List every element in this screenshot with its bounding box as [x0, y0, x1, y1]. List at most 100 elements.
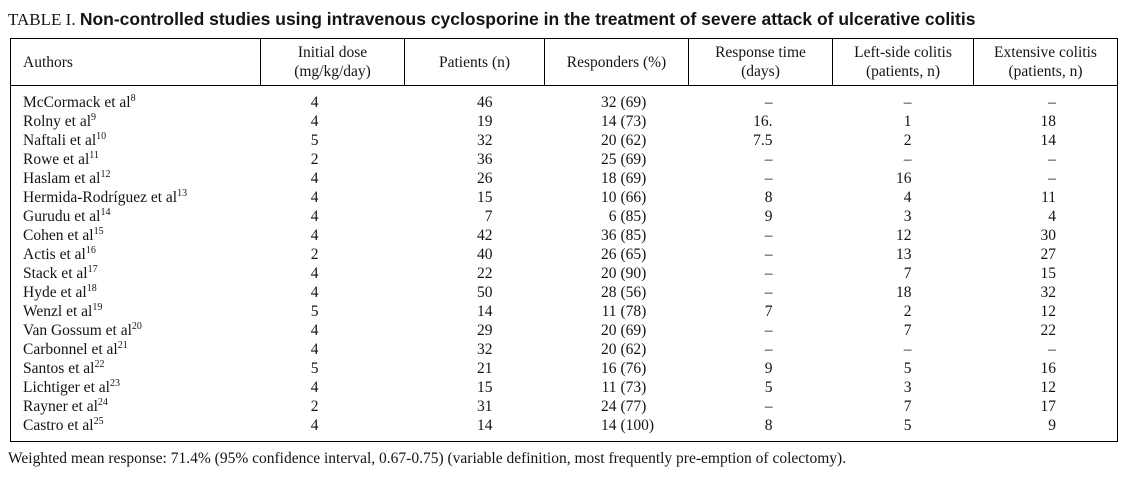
author-cell: Van Gossum et al20 [11, 321, 261, 340]
initial-dose-cell: 4 [310, 208, 319, 225]
left-side-colitis-cell: – [903, 94, 912, 111]
table-row: McCormack et al8 4 46 32 (69) – – – [11, 86, 1118, 113]
author-cell: Rayner et al24 [11, 397, 261, 416]
response-time-cell: – [764, 341, 773, 358]
responders-cell: 20 (90) [545, 264, 689, 283]
table-row: Rowe et al11 2 36 25 (69) – – – [11, 150, 1118, 169]
author-reference-number: 15 [93, 225, 104, 237]
responders-percent: (65) [620, 246, 647, 263]
column-header-line1: Left-side colitis [854, 44, 952, 61]
response-time-cell: – [764, 246, 773, 263]
response-time-cell: – [764, 322, 773, 339]
initial-dose-cell: 5 [310, 132, 319, 149]
response-time-cell: – [764, 170, 773, 187]
author-reference-number: 21 [117, 339, 128, 351]
author-name: Castro et al [23, 417, 94, 434]
extensive-colitis-cell: – [1048, 341, 1056, 358]
author-name: McCormack et al [23, 94, 131, 111]
author-name: Wenzl et al [23, 303, 93, 320]
author-cell: Rolny et al9 [11, 112, 261, 131]
responders-percent: (77) [620, 398, 647, 415]
responders-percent: (56) [620, 284, 647, 301]
patients-cell: 29 [477, 322, 493, 339]
table-title-label: TABLE I. [8, 10, 76, 29]
responders-cell: 20 (62) [545, 131, 689, 150]
author-cell: Santos et al22 [11, 359, 261, 378]
extensive-colitis-cell: 14 [1040, 132, 1057, 149]
table-row: Naftali et al10 5 32 20 (62) 7.5 2 14 [11, 131, 1118, 150]
author-cell: Hyde et al18 [11, 283, 261, 302]
column-header-line1: Response time [715, 44, 806, 61]
author-reference-number: 14 [100, 206, 111, 218]
responders-count: 11 [601, 303, 617, 320]
responders-count: 6 [608, 208, 617, 225]
extensive-colitis-cell: 22 [1040, 322, 1057, 339]
responders-count: 28 [601, 284, 617, 301]
responders-count: 36 [601, 227, 617, 244]
author-reference-number: 20 [131, 320, 142, 332]
extensive-colitis-cell: 30 [1040, 227, 1057, 244]
left-side-colitis-cell: 7 [903, 398, 912, 415]
author-reference-number: 22 [94, 358, 105, 370]
responders-cell: 18 (69) [545, 169, 689, 188]
patients-cell: 15 [477, 379, 493, 396]
responders-percent: (100) [620, 417, 655, 434]
author-cell: Rowe et al11 [11, 150, 261, 169]
author-name: Lichtiger et al [23, 379, 110, 396]
responders-count: 11 [601, 379, 617, 396]
initial-dose-cell: 4 [310, 379, 319, 396]
extensive-colitis-cell: 18 [1040, 113, 1057, 130]
table-title-text: Non-controlled studies using intravenous… [79, 9, 976, 29]
initial-dose-cell: 4 [310, 189, 319, 206]
responders-cell: 26 (65) [545, 245, 689, 264]
author-cell: Carbonnel et al21 [11, 340, 261, 359]
column-header-left-side-colitis: Left-side colitis (patients, n) [832, 38, 974, 86]
table-header: Authors Initial dose (mg/kg/day) Patient… [10, 38, 1118, 86]
responders-count: 20 [601, 132, 617, 149]
author-cell: Haslam et al12 [11, 169, 261, 188]
response-time-cell: 8 [764, 417, 773, 434]
table-row: Rolny et al9 4 19 14 (73) 16. 1 18 [11, 112, 1118, 131]
author-name: Van Gossum et al [23, 322, 132, 339]
author-name: Stack et al [23, 265, 88, 282]
author-reference-number: 13 [177, 187, 188, 199]
patients-cell: 32 [477, 341, 493, 358]
extensive-colitis-cell: 17 [1040, 398, 1057, 415]
table-body: McCormack et al8 4 46 32 (69) – – – Rolny… [11, 86, 1118, 442]
header-row: Authors Initial dose (mg/kg/day) Patient… [10, 38, 1118, 86]
column-header-response-time: Response time (days) [688, 38, 833, 86]
responders-count: 14 [601, 113, 617, 130]
column-header-line1: Initial dose [297, 44, 368, 61]
responders-percent: (66) [620, 189, 647, 206]
responders-cell: 14 (73) [545, 112, 689, 131]
initial-dose-cell: 4 [310, 322, 319, 339]
author-reference-number: 12 [100, 168, 111, 180]
left-side-colitis-cell: 5 [903, 360, 912, 377]
author-reference-number: 23 [109, 377, 120, 389]
responders-cell: 11 (78) [545, 302, 689, 321]
left-side-colitis-cell: – [903, 151, 912, 168]
extensive-colitis-cell: 12 [1040, 379, 1057, 396]
patients-cell: 22 [477, 265, 493, 282]
initial-dose-cell: 4 [310, 170, 319, 187]
left-side-colitis-cell: 3 [903, 379, 912, 396]
author-name: Actis et al [23, 246, 86, 263]
author-name: Hermida-Rodríguez et al [23, 189, 178, 206]
patients-cell: 26 [477, 170, 493, 187]
author-name: Hyde et al [23, 284, 87, 301]
response-time-cell: – [764, 284, 773, 301]
responders-percent: (73) [620, 113, 647, 130]
responders-percent: (90) [620, 265, 647, 282]
author-reference-number: 10 [96, 130, 107, 142]
responders-cell: 32 (69) [545, 86, 689, 113]
responders-percent: (69) [620, 170, 647, 187]
author-name: Carbonnel et al [23, 341, 118, 358]
response-time-cell: – [764, 398, 773, 415]
responders-count: 24 [601, 398, 617, 415]
table-row: Wenzl et al19 5 14 11 (78) 7 2 12 [11, 302, 1118, 321]
column-header-line2: (mg/kg/day) [294, 63, 371, 80]
column-header-line2: (days) [741, 63, 780, 80]
extensive-colitis-cell: – [1048, 170, 1056, 187]
table-row: Hyde et al18 4 50 28 (56) – 18 32 [11, 283, 1118, 302]
table-row: Stack et al17 4 22 20 (90) – 7 15 [11, 264, 1118, 283]
